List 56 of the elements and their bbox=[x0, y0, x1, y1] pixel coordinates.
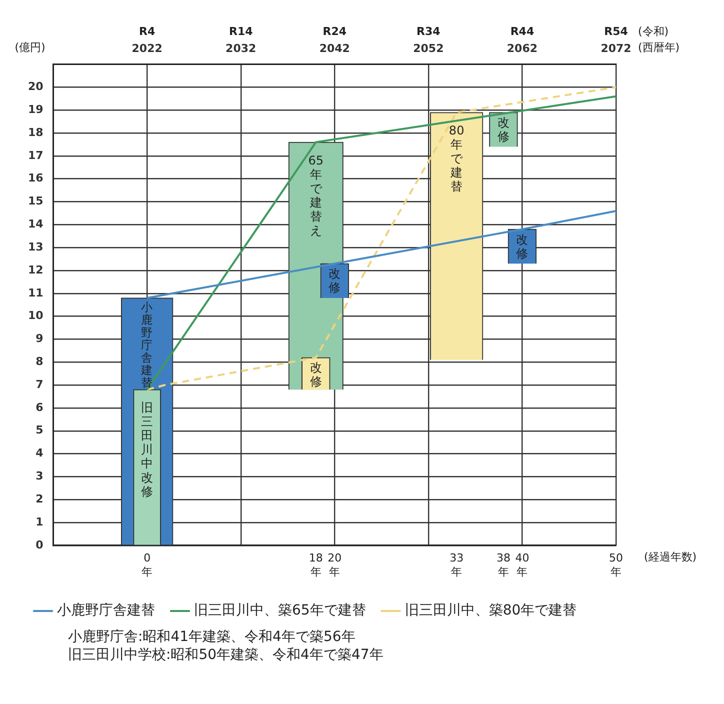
text: R24 bbox=[322, 25, 347, 38]
x2-tick-label: 2022 bbox=[132, 42, 162, 56]
series-label: 改修 bbox=[310, 360, 322, 389]
x-tick-label: 0 年 bbox=[142, 551, 153, 579]
y-tick-label: 1 bbox=[36, 515, 44, 528]
y-tick-label: 15 bbox=[28, 194, 44, 208]
y-tick-label: 16 bbox=[28, 172, 44, 185]
y-tick-label: 6 bbox=[36, 400, 44, 414]
y-tick-label: 18 bbox=[28, 126, 44, 139]
series-label: 65年で建替え bbox=[308, 153, 324, 238]
text: R44 bbox=[510, 25, 534, 38]
x-tick-label: 50 年 bbox=[609, 551, 623, 579]
series-label: 改修 bbox=[328, 266, 341, 295]
text: R4 bbox=[139, 25, 156, 38]
text: R34 bbox=[416, 25, 441, 38]
series-label: 改修 bbox=[497, 116, 510, 144]
y-tick-label: 13 bbox=[28, 240, 44, 254]
text: R14 bbox=[228, 25, 254, 38]
x2-tick-label: 2052 bbox=[413, 42, 444, 56]
y-tick-label: 20 bbox=[28, 80, 44, 94]
y-axis-title: (億円) bbox=[14, 41, 46, 54]
y-tick-label: 17 bbox=[28, 148, 44, 162]
y-tick-label: 0 bbox=[36, 538, 44, 552]
x2-axis-title: (令和) (西暦年) bbox=[638, 25, 680, 54]
x-tick-label: 33 年 bbox=[450, 551, 464, 579]
legend-label: 旧三田川中、築65年で建替 bbox=[194, 602, 366, 619]
text: 小鹿野庁舎建替 bbox=[141, 300, 154, 390]
x-tick-label: 18 年 bbox=[308, 551, 323, 579]
y-tick-label: 8 bbox=[36, 354, 44, 368]
series-label: 旧三田川中改修 bbox=[141, 400, 154, 499]
text: 旧三田川中学校:昭和50年建築、令和4年で築47年 bbox=[68, 646, 384, 664]
y-tick-label: 14 bbox=[28, 218, 44, 231]
y-tick-label: 3 bbox=[36, 470, 44, 483]
text: R54 bbox=[604, 25, 628, 38]
x2-tick-label: 2042 bbox=[319, 42, 350, 56]
legend-label: 小鹿野庁舎建替 bbox=[57, 602, 155, 619]
y-tick-label: 4 bbox=[36, 446, 44, 460]
y-tick-label: 5 bbox=[36, 424, 44, 437]
series-label: 80年で建替 bbox=[448, 124, 464, 194]
y-tick-label: 9 bbox=[36, 332, 44, 346]
y-tick-label: 12 bbox=[28, 263, 44, 276]
legend-label: 旧三田川中、築80年で建替 bbox=[404, 602, 577, 619]
x-axis-title: (経過年数) bbox=[644, 550, 697, 564]
y-tick-label: 19 bbox=[28, 102, 44, 116]
x2-tick-label: 2072 bbox=[600, 42, 632, 56]
text: 小鹿野庁舎:昭和41年建築、令和4年で築56年 bbox=[68, 628, 356, 646]
y-tick-label: 7 bbox=[36, 378, 44, 391]
x-tick-label: 38 年 bbox=[496, 551, 510, 579]
series-label: 改修 bbox=[516, 232, 528, 260]
x2-tick-label: 2032 bbox=[226, 42, 256, 56]
y-tick-label: 11 bbox=[28, 286, 44, 300]
x2-tick-label: 2062 bbox=[506, 42, 538, 56]
y-tick-label: 10 bbox=[28, 309, 44, 322]
x-tick-label: 20 年 bbox=[328, 551, 342, 579]
y-tick-label: 2 bbox=[36, 492, 44, 506]
x-tick-label: 40 年 bbox=[515, 551, 530, 579]
